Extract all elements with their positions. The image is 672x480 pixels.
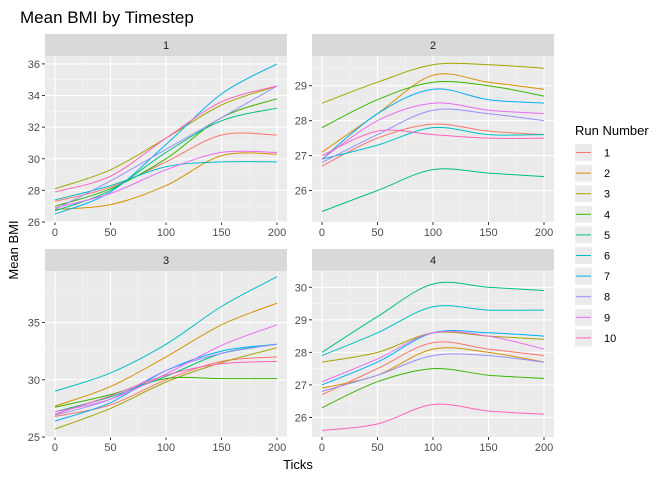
series-line-run-10 bbox=[54, 85, 278, 193]
y-tick-label: 29 bbox=[295, 81, 307, 93]
legend-title: Run Number bbox=[575, 123, 649, 138]
facet-strip-label: 3 bbox=[163, 255, 169, 267]
x-tick-label: 200 bbox=[535, 227, 553, 239]
series-line-run-9 bbox=[321, 330, 545, 383]
series-line-run-2 bbox=[54, 302, 278, 407]
facet-strip-label: 1 bbox=[163, 40, 169, 52]
series-line-run-10 bbox=[321, 403, 545, 431]
series-line-run-8 bbox=[321, 353, 545, 392]
x-tick-label: 50 bbox=[104, 227, 116, 239]
series-line-run-8 bbox=[54, 85, 278, 210]
legend-label: 7 bbox=[604, 271, 610, 283]
legend-label: 3 bbox=[604, 189, 610, 201]
y-tick-label: 32 bbox=[28, 122, 40, 134]
series-line-run-2 bbox=[54, 152, 278, 210]
series-line-run-6 bbox=[54, 276, 278, 392]
series-line-run-6 bbox=[321, 305, 545, 357]
legend-label: 8 bbox=[604, 292, 610, 304]
series-line-run-2 bbox=[321, 73, 545, 153]
series-line-run-9 bbox=[54, 324, 278, 413]
y-tick-label: 29 bbox=[295, 315, 307, 327]
x-tick-label: 100 bbox=[424, 442, 442, 454]
facet-strip bbox=[45, 249, 287, 271]
chart-title: Mean BMI by Timestep bbox=[20, 8, 194, 27]
x-tick-label: 50 bbox=[371, 442, 383, 454]
y-tick-label: 27 bbox=[295, 380, 307, 392]
y-tick-label: 30 bbox=[28, 154, 40, 166]
facet-strip bbox=[45, 34, 287, 56]
x-tick-label: 150 bbox=[479, 227, 497, 239]
x-tick-label: 150 bbox=[479, 442, 497, 454]
series-line-run-7 bbox=[54, 63, 278, 215]
series-line-run-6 bbox=[321, 126, 545, 160]
y-tick-label: 26 bbox=[28, 217, 40, 229]
series-line-run-4 bbox=[321, 368, 545, 409]
x-tick-label: 0 bbox=[52, 227, 58, 239]
y-tick-label: 27 bbox=[295, 151, 307, 163]
facet-strip-label: 2 bbox=[430, 40, 436, 52]
y-tick-label: 28 bbox=[295, 347, 307, 359]
series-line-run-1 bbox=[321, 123, 545, 167]
facet-1: 1 0 50 100 150 200 26 28 30 32 34 36 bbox=[28, 34, 287, 239]
x-tick-label: 200 bbox=[268, 227, 286, 239]
series-line-run-4 bbox=[54, 376, 277, 408]
series-line-run-5 bbox=[321, 281, 545, 353]
legend-label: 4 bbox=[604, 209, 610, 221]
x-tick-label: 200 bbox=[535, 442, 553, 454]
series-line-run-9 bbox=[54, 150, 278, 209]
series-line-run-4 bbox=[321, 80, 545, 129]
y-tick-label: 34 bbox=[28, 91, 40, 103]
legend-label: 10 bbox=[604, 333, 616, 345]
series-line-run-1 bbox=[321, 341, 545, 396]
facet-4: 4 0 50 100 150 200 26 27 28 29 30 bbox=[295, 249, 554, 454]
x-tick-label: 0 bbox=[52, 442, 58, 454]
series-line-run-10 bbox=[321, 129, 545, 157]
x-tick-label: 0 bbox=[319, 227, 325, 239]
x-tick-label: 150 bbox=[212, 442, 230, 454]
facet-strip bbox=[312, 249, 554, 271]
x-tick-label: 50 bbox=[104, 442, 116, 454]
legend-label: 2 bbox=[604, 168, 610, 180]
x-tick-label: 100 bbox=[424, 227, 442, 239]
y-tick-label: 35 bbox=[28, 318, 40, 330]
y-tick-label: 28 bbox=[28, 185, 40, 197]
y-tick-label: 28 bbox=[295, 116, 307, 128]
y-axis-title: Mean BMI bbox=[6, 220, 21, 279]
x-tick-label: 100 bbox=[157, 442, 175, 454]
series-line-run-5 bbox=[321, 168, 545, 212]
facet-strip bbox=[312, 34, 554, 56]
series-line-run-4 bbox=[54, 98, 278, 207]
y-tick-label: 36 bbox=[28, 59, 40, 71]
legend-label: 1 bbox=[604, 148, 610, 160]
series-line-run-8 bbox=[321, 108, 545, 164]
series-line-run-9 bbox=[321, 102, 545, 160]
x-axis-title: Ticks bbox=[283, 457, 313, 472]
series-line-run-3 bbox=[54, 347, 278, 430]
y-tick-label: 30 bbox=[295, 282, 307, 294]
facet-2: 2 0 50 100 150 200 26 27 28 29 bbox=[295, 34, 554, 239]
x-tick-label: 100 bbox=[157, 227, 175, 239]
x-tick-label: 200 bbox=[268, 442, 286, 454]
series-line-run-8 bbox=[54, 343, 278, 416]
legend-label: 6 bbox=[604, 251, 610, 263]
y-tick-label: 25 bbox=[28, 432, 40, 444]
x-tick-label: 50 bbox=[371, 227, 383, 239]
legend-label: 9 bbox=[604, 312, 610, 324]
x-tick-label: 0 bbox=[319, 442, 325, 454]
series-line-run-10 bbox=[54, 360, 278, 415]
series-line-run-1 bbox=[54, 132, 278, 202]
y-tick-label: 26 bbox=[295, 412, 307, 424]
series-line-run-7 bbox=[321, 88, 545, 160]
series-line-run-3 bbox=[321, 62, 545, 104]
legend-label: 5 bbox=[604, 230, 610, 242]
facet-strip-label: 4 bbox=[430, 255, 436, 267]
y-tick-label: 30 bbox=[28, 375, 40, 387]
x-tick-label: 150 bbox=[212, 227, 230, 239]
y-tick-label: 26 bbox=[295, 186, 307, 198]
series-line-run-5 bbox=[54, 107, 278, 212]
legend: Run Number 1 2 3 4 5 6 7 8 9 10 bbox=[575, 123, 649, 347]
